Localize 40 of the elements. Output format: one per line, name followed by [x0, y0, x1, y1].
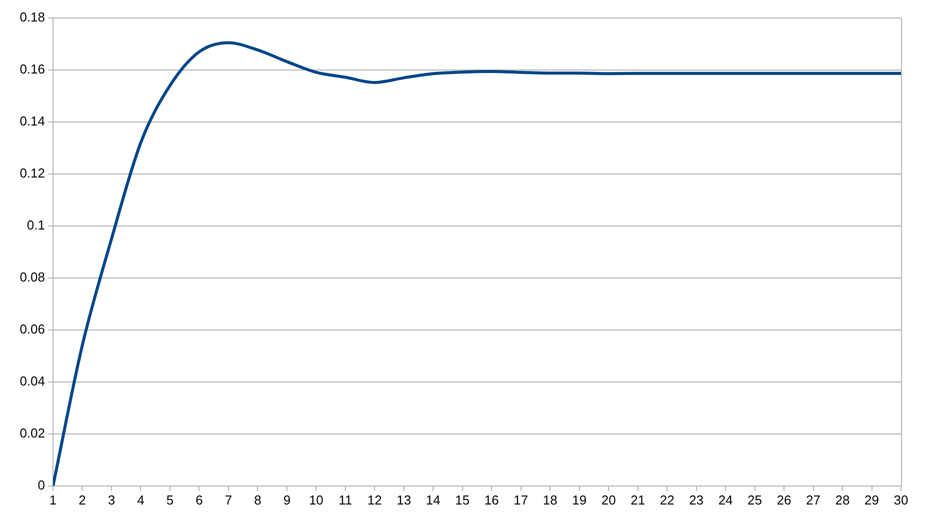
x-tick-label: 19	[572, 492, 587, 508]
x-tick-label: 28	[835, 492, 850, 508]
x-tick-label: 30	[894, 492, 908, 508]
y-tick-label: 0.04	[20, 374, 45, 389]
x-tick-label: 23	[689, 492, 704, 508]
x-tick-label: 24	[718, 492, 733, 508]
x-tick-label: 1	[49, 492, 57, 508]
x-tick-label: 27	[806, 492, 821, 508]
y-tick-label: 0	[38, 478, 45, 493]
x-tick-label: 29	[864, 492, 879, 508]
y-tick-label: 0.18	[20, 10, 45, 25]
x-tick-label: 5	[166, 492, 174, 508]
y-tick-label: 0.14	[20, 114, 45, 129]
x-tick-label: 4	[137, 492, 144, 508]
y-tick-label: 0.12	[20, 166, 45, 181]
x-tick-label: 12	[367, 492, 382, 508]
y-tick-label: 0.16	[20, 62, 45, 77]
x-tick-label: 25	[748, 492, 762, 508]
y-tick-label: 0.02	[20, 426, 45, 441]
x-tick-label: 15	[455, 492, 470, 508]
x-tick-label: 13	[396, 492, 412, 508]
x-tick-label: 22	[660, 492, 674, 508]
x-tick-label: 14	[426, 492, 440, 508]
x-tick-label: 10	[308, 492, 324, 508]
x-tick-label: 21	[630, 492, 646, 508]
x-tick-label: 6	[196, 492, 203, 508]
x-tick-label: 3	[108, 492, 116, 508]
x-tick-label: 18	[542, 492, 558, 508]
x-tick-label: 8	[254, 492, 262, 508]
x-tick-label: 26	[776, 492, 792, 508]
y-tick-label: 0.1	[26, 218, 45, 233]
x-tick-label: 2	[78, 492, 86, 508]
y-tick-label: 0.08	[20, 270, 45, 285]
y-tick-label: 0.06	[20, 322, 45, 337]
x-tick-label: 16	[484, 492, 499, 508]
x-tick-label: 20	[601, 492, 616, 508]
x-tick-label: 17	[514, 492, 528, 508]
x-tick-label: 9	[283, 492, 291, 508]
x-tick-label: 7	[224, 492, 232, 508]
x-tick-label: 11	[338, 492, 352, 508]
